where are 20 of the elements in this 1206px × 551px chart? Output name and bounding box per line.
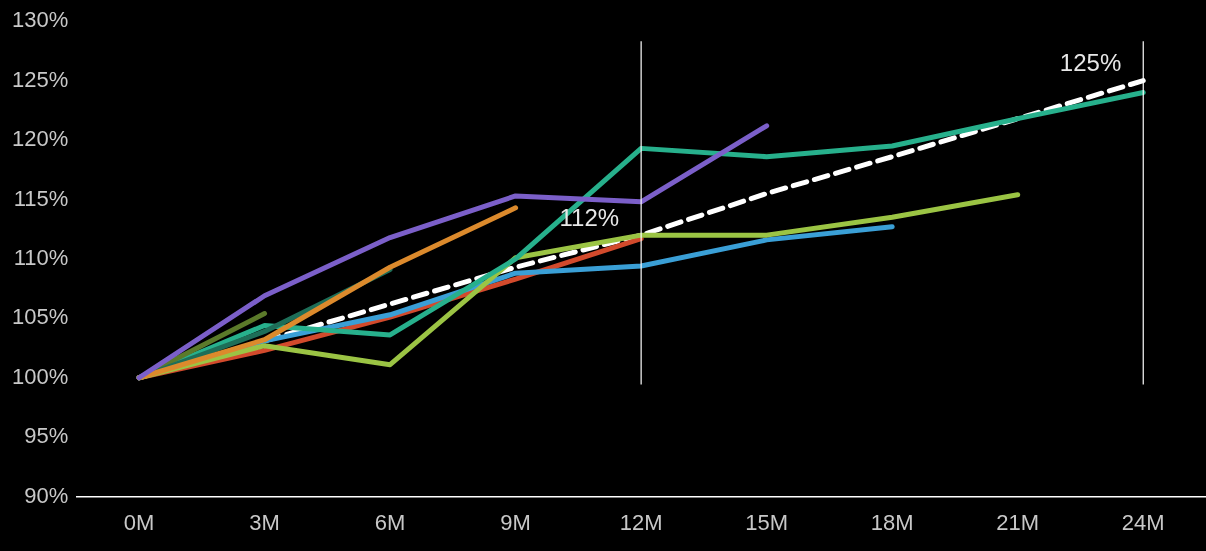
y-tick-label: 120% [11, 126, 69, 152]
y-tick-label: 105% [11, 304, 69, 330]
x-tick-label: 24M [1121, 509, 1165, 535]
y-tick-label: 95% [24, 423, 69, 449]
y-tick-label: 125% [11, 66, 69, 92]
y-tick-label: 130% [11, 7, 69, 33]
data-label: 125% [1059, 49, 1122, 77]
y-tick-label: 110% [13, 244, 69, 270]
x-tick-label: 18M [870, 509, 914, 535]
y-tick-label: 100% [11, 363, 69, 389]
x-tick-label: 12M [619, 509, 663, 535]
x-tick-label: 21M [996, 509, 1040, 535]
x-tick-label: 3M [249, 509, 280, 535]
y-tick-label: 90% [24, 482, 69, 508]
x-tick-label: 6M [374, 509, 406, 535]
x-tick-label: 0M [123, 509, 155, 535]
x-tick-label: 9M [500, 509, 531, 535]
y-tick-label: 115% [13, 185, 69, 211]
x-tick-label: 15M [745, 509, 789, 535]
data-label: 112% [559, 203, 620, 231]
